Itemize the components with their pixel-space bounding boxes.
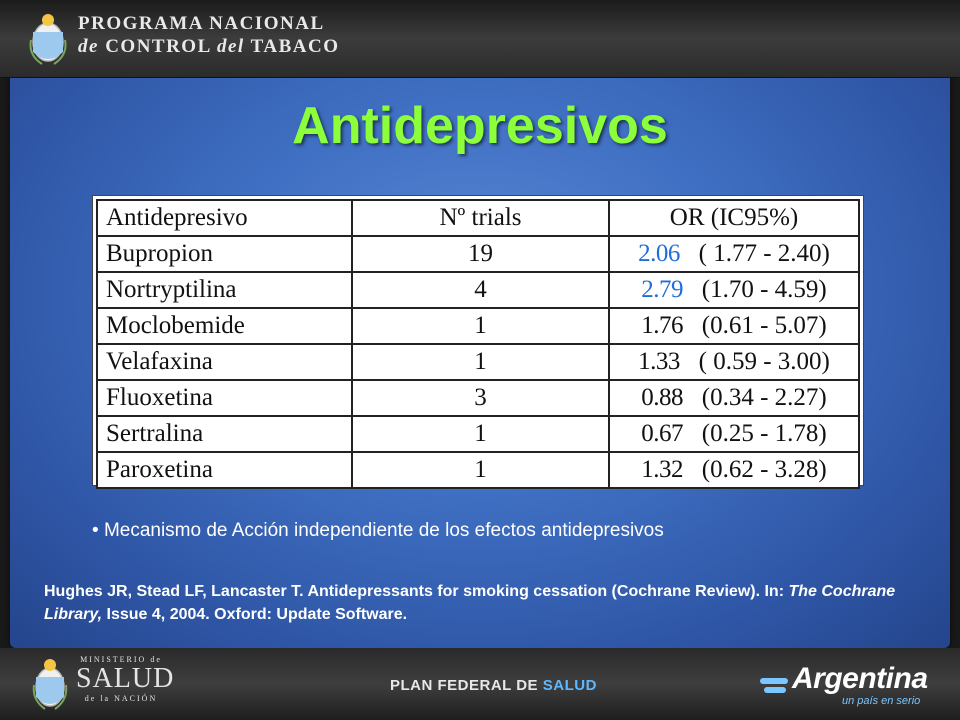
reference-details: Issue 4, 2004. Oxford: Update Software.: [102, 606, 408, 623]
trial-count: 1: [351, 415, 610, 453]
column-header-or: OR (IC95%): [608, 199, 860, 237]
argentina-stripe: [760, 678, 788, 684]
trial-count: 1: [351, 451, 610, 489]
confidence-interval: ( 1.77 - 2.40): [698, 240, 830, 267]
confidence-interval: ( 0.59 - 3.00): [698, 348, 830, 375]
confidence-interval: (0.25 - 1.78): [701, 420, 827, 447]
bullet-text: Mecanismo de Acción independiente de los…: [103, 520, 664, 541]
column-header-trials: Nº trials: [351, 199, 610, 237]
odds-ratio: 2.06: [638, 240, 680, 267]
program-title-control: CONTROL: [105, 36, 217, 57]
reference-source: The Cochrane Library,: [44, 583, 896, 623]
escudo-icon: [32, 659, 68, 710]
confidence-interval: (1.70 - 4.59): [701, 276, 827, 303]
program-title-de: de: [78, 36, 106, 57]
odds-ratio-cell: 1.33 ( 0.59 - 3.00): [608, 343, 860, 381]
drug-name: Fluoxetina: [96, 379, 353, 417]
odds-ratio: 1.33: [638, 348, 680, 375]
ministerio-top: MINISTERIO de: [80, 655, 162, 664]
ministerio-main: SALUD: [76, 663, 175, 694]
odds-ratio: 1.76: [641, 312, 683, 339]
argentina-tagline: un país en serio: [842, 695, 921, 707]
drug-name: Moclobemide: [96, 307, 353, 345]
trial-count: 4: [351, 271, 610, 309]
ministerio-bottom: de la NACIÓN: [84, 694, 158, 703]
trial-count: 3: [351, 379, 610, 417]
antidepressant-table: Antidepresivo Nº trials OR (IC95%) Bupro…: [92, 195, 864, 489]
program-title-line1: PROGRAMA NACIONAL: [78, 13, 325, 34]
drug-name: Bupropion: [96, 235, 353, 273]
argentina-word: Argentina: [792, 662, 928, 695]
ministerio-salud-logo: MINISTERIO de SALUD de la NACIÓN: [76, 655, 175, 703]
plan-federal-salud: SALUD: [542, 677, 597, 694]
drug-name: Paroxetina: [96, 451, 353, 489]
program-title-del: del: [216, 36, 245, 57]
odds-ratio: 1.32: [641, 456, 683, 483]
drug-name: Sertralina: [96, 415, 353, 453]
table-row: Moclobemide 1 1.76 (0.61 - 5.07): [96, 307, 860, 345]
table-row: Velafaxina 1 1.33 ( 0.59 - 3.00): [96, 343, 860, 381]
header-banner: [0, 0, 960, 78]
drug-name: Velafaxina: [96, 343, 353, 381]
plan-federal-text: PLAN FEDERAL DE: [390, 677, 543, 694]
odds-ratio-cell: 0.67 (0.25 - 1.78): [608, 415, 860, 453]
table-row: Nortryptilina 4 2.79 (1.70 - 4.59): [96, 271, 860, 309]
odds-ratio-cell: 0.88 (0.34 - 2.27): [608, 379, 860, 417]
argentina-logo: Argentina un país en serio: [760, 662, 930, 712]
confidence-interval: (0.61 - 5.07): [701, 312, 827, 339]
column-header-antidepresivo: Antidepresivo: [96, 199, 353, 237]
reference-citation: Hughes JR, Stead LF, Lancaster T. Antide…: [44, 580, 924, 626]
drug-name: Nortryptilina: [96, 271, 353, 309]
odds-ratio-cell: 1.32 (0.62 - 3.28): [608, 451, 860, 489]
confidence-interval: (0.34 - 2.27): [701, 384, 827, 411]
slide-title: Antidepresivos: [292, 97, 668, 155]
program-title-line2: de CONTROL del TABACO: [78, 37, 339, 56]
plan-federal-logo: PLAN FEDERAL DE SALUD: [390, 677, 597, 694]
odds-ratio: 2.79: [641, 276, 683, 303]
trial-count: 1: [351, 343, 610, 381]
trial-count: 1: [351, 307, 610, 345]
reference-authors: Hughes JR, Stead LF, Lancaster T. Antide…: [44, 583, 789, 600]
escudo-icon: [29, 14, 67, 65]
table-row: Bupropion 19 2.06 ( 1.77 - 2.40): [96, 235, 860, 273]
program-title: PROGRAMA NACIONAL de CONTROL del TABACO: [78, 14, 339, 56]
table-header-row: Antidepresivo Nº trials OR (IC95%): [96, 199, 860, 237]
odds-ratio: 0.67: [641, 420, 683, 447]
odds-ratio-cell: 2.06 ( 1.77 - 2.40): [608, 235, 860, 273]
odds-ratio: 0.88: [641, 384, 683, 411]
argentina-stripe: [764, 687, 786, 693]
table-row: Sertralina 1 0.67 (0.25 - 1.78): [96, 415, 860, 453]
odds-ratio-cell: 2.79 (1.70 - 4.59): [608, 271, 860, 309]
confidence-interval: (0.62 - 3.28): [701, 456, 827, 483]
table-row: Paroxetina 1 1.32 (0.62 - 3.28): [96, 451, 860, 489]
footer-banner: [0, 648, 960, 720]
bullet-point: • Mecanismo de Acción independiente de l…: [92, 520, 664, 541]
odds-ratio-cell: 1.76 (0.61 - 5.07): [608, 307, 860, 345]
trial-count: 19: [351, 235, 610, 273]
program-title-tabaco: TABACO: [244, 36, 340, 57]
table-row: Fluoxetina 3 0.88 (0.34 - 2.27): [96, 379, 860, 417]
